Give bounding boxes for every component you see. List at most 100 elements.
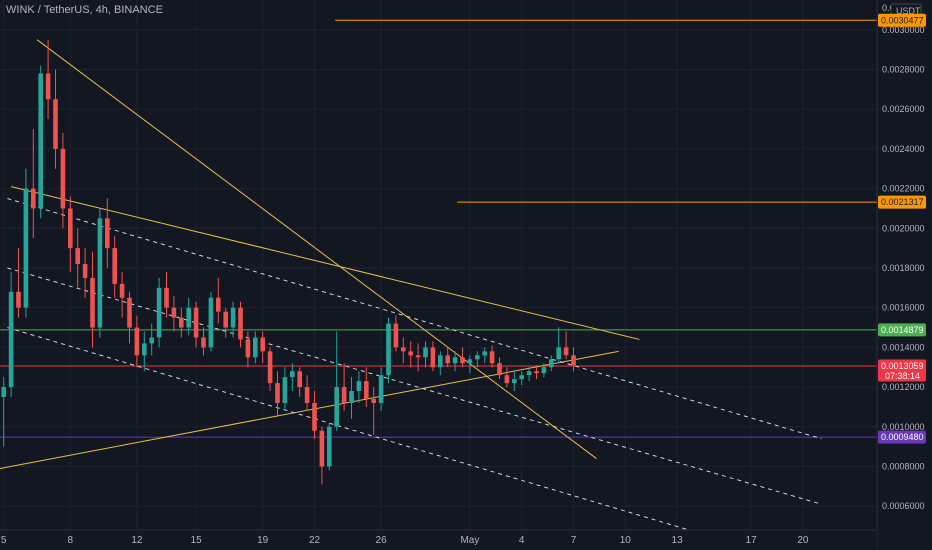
- price-tag-label: 0.0009480: [881, 432, 924, 442]
- price-tick-label: 0.0022000: [882, 184, 925, 194]
- price-tag: [878, 359, 926, 382]
- candle-body: [142, 343, 147, 356]
- trend-line: [10, 186, 640, 340]
- price-tick-label: 0.0024000: [882, 144, 925, 154]
- candle-body: [164, 287, 169, 308]
- candle-body: [504, 375, 510, 384]
- candle-body: [341, 387, 347, 403]
- candle-body: [526, 371, 532, 376]
- candle-body: [452, 357, 458, 364]
- candle-body: [105, 218, 110, 249]
- price-tag: [878, 323, 926, 337]
- time-tick-label: 4: [519, 535, 525, 546]
- candle-body: [364, 381, 369, 399]
- time-tick-label: 20: [797, 535, 809, 546]
- chart-grid: [0, 0, 877, 530]
- candle-body: [386, 323, 391, 376]
- candle-body: [475, 355, 480, 360]
- candle-body: [482, 351, 487, 356]
- time-tick-label: 13: [672, 535, 684, 546]
- candle-body: [319, 430, 325, 467]
- candle-body: [312, 402, 317, 431]
- price-tick-label: 0.0: [882, 3, 895, 13]
- candle-body: [460, 357, 465, 364]
- price-tick-label: 0.0030000: [882, 25, 925, 35]
- trend-line: [7, 327, 696, 533]
- candle-body: [267, 351, 273, 384]
- trend-line: [36, 39, 597, 459]
- candle-body: [53, 99, 58, 149]
- candle-body: [349, 391, 354, 403]
- trend-line: [0, 350, 619, 469]
- candle-body: [489, 351, 495, 364]
- candle-body: [563, 347, 569, 356]
- price-tick-label: 0.0008000: [882, 461, 925, 471]
- candle-body: [201, 337, 206, 348]
- candle-body: [378, 375, 384, 403]
- price-tick-label: 0.0028000: [882, 64, 925, 74]
- candle-body: [208, 297, 214, 348]
- candle-body: [97, 218, 103, 328]
- time-tick-label: 17: [746, 535, 758, 546]
- candle-body: [497, 363, 502, 376]
- candle-body: [38, 73, 43, 209]
- candle-body: [445, 355, 450, 364]
- candle-body: [82, 264, 88, 278]
- candle-body: [193, 307, 199, 338]
- candle-body: [179, 317, 184, 328]
- time-tick-label: 12: [131, 535, 143, 546]
- time-tick-label: 22: [309, 535, 321, 546]
- price-tag: [878, 13, 926, 27]
- currency-label: USDT: [896, 6, 921, 16]
- time-tick-label: 10: [620, 535, 632, 546]
- time-axis[interactable]: 5 8 12 15 19 22 26 May 4 7 10 13 17 20: [0, 529, 877, 550]
- candle-body: [430, 347, 436, 368]
- candle-body: [23, 188, 29, 308]
- price-tick-label: 0.0006000: [882, 501, 925, 511]
- candle-body: [230, 307, 236, 328]
- candle-body: [1, 387, 6, 398]
- candle-body: [467, 359, 473, 364]
- candle-body: [282, 377, 288, 403]
- candle-body: [371, 398, 376, 403]
- candle-body: [327, 426, 332, 467]
- candle-body: [423, 347, 428, 358]
- candle-body: [438, 355, 443, 368]
- candle-body: [171, 307, 177, 318]
- time-axis-bg: [0, 530, 877, 550]
- time-tick-label: 15: [191, 535, 203, 546]
- candle-body: [415, 355, 421, 358]
- candle-body: [393, 323, 399, 348]
- price-tick-label: 0.0012000: [882, 382, 925, 392]
- candle-body: [45, 73, 51, 100]
- price-tags: 0.0030477 0.0021317 0.0014879 0.001305907:3…: [878, 13, 926, 444]
- price-tag: [878, 430, 926, 444]
- time-tick-label: 7: [571, 535, 577, 546]
- price-tag-countdown: 07:38:14: [885, 371, 920, 381]
- candle-body: [401, 347, 406, 352]
- candle-body: [512, 379, 517, 384]
- candle-body: [31, 188, 36, 209]
- chart-title: WINK / TetherUS, 4h, BINANCE: [6, 4, 163, 16]
- candle-body: [186, 307, 191, 328]
- candle-body: [8, 291, 14, 388]
- candle-body: [60, 148, 66, 209]
- price-axis[interactable]: 0.00300000.00280000.00260000.00240000.00…: [876, 0, 932, 550]
- price-tag-label: 0.0014879: [881, 325, 924, 335]
- candle-body: [112, 248, 117, 284]
- candle-body: [304, 387, 310, 403]
- candle-body: [290, 371, 295, 378]
- price-tag: [878, 195, 926, 209]
- price-axis-bg: [877, 0, 932, 550]
- trend-line: [7, 198, 822, 440]
- candle-body: [68, 208, 73, 249]
- candle-body: [119, 283, 125, 298]
- candle-body: [541, 367, 547, 374]
- candle-body: [90, 277, 95, 328]
- candle-body: [127, 297, 132, 328]
- candle-body: [260, 337, 265, 352]
- candle-body: [156, 287, 162, 338]
- time-tick-label: 26: [376, 535, 388, 546]
- price-tick-label: 0.0018000: [882, 263, 925, 273]
